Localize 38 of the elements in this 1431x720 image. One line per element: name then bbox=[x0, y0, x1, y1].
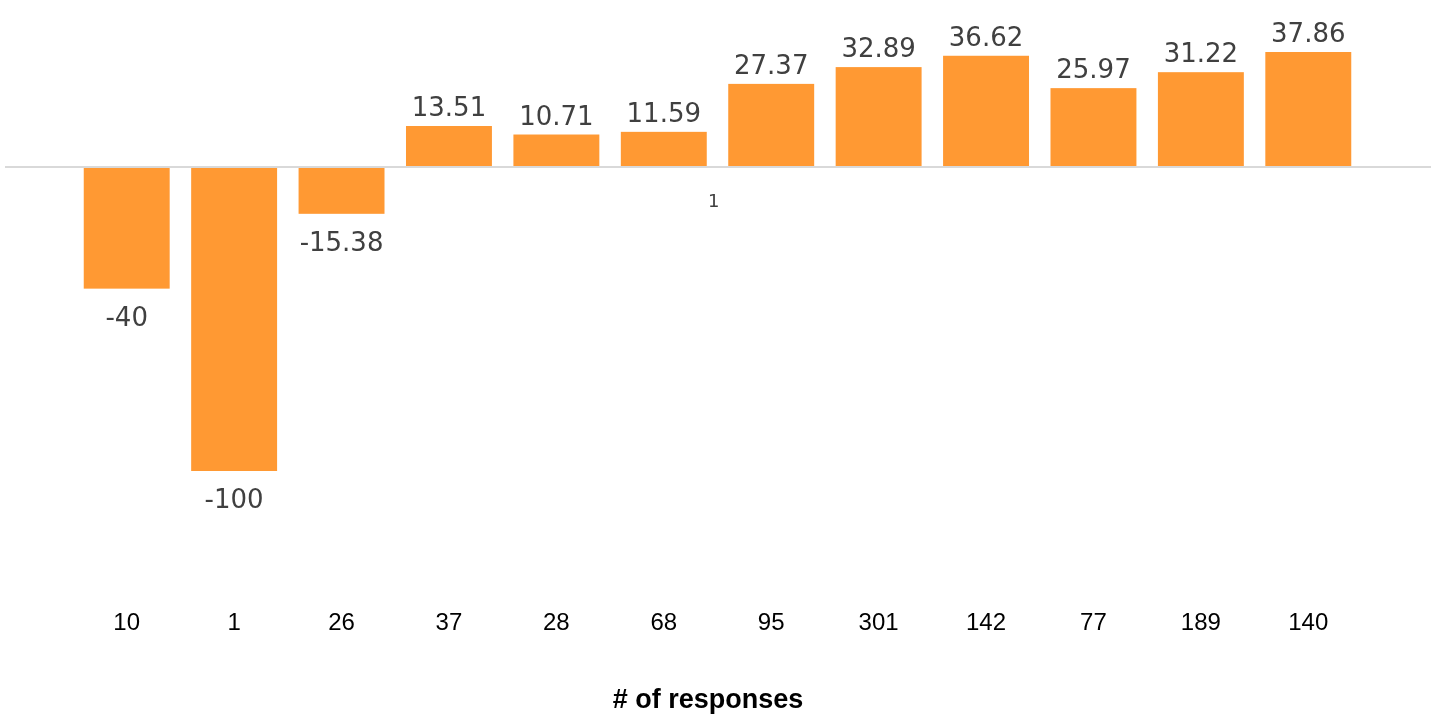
x-axis-title: # of responses bbox=[612, 684, 804, 714]
data-label: 31.22 bbox=[1163, 38, 1239, 69]
x-tick-label: 142 bbox=[966, 608, 1007, 635]
bar bbox=[191, 167, 278, 471]
bar bbox=[298, 167, 385, 214]
bar bbox=[513, 134, 600, 168]
x-tick-label: 37 bbox=[435, 608, 463, 635]
x-tick-label: 189 bbox=[1180, 608, 1221, 635]
data-label: 32.89 bbox=[841, 33, 916, 64]
data-label: 27.37 bbox=[733, 49, 809, 80]
data-label: 11.59 bbox=[626, 97, 702, 128]
data-label: 10.71 bbox=[519, 100, 594, 131]
bar bbox=[1265, 52, 1352, 168]
x-tick-label: 28 bbox=[543, 608, 570, 635]
bar bbox=[1157, 72, 1244, 168]
data-label: -100 bbox=[204, 484, 264, 514]
data-label: 37.86 bbox=[1271, 18, 1346, 48]
bar bbox=[620, 131, 707, 168]
x-tick-label: 77 bbox=[1080, 608, 1107, 635]
x-tick-label: 95 bbox=[757, 608, 785, 635]
data-label: 36.62 bbox=[948, 21, 1024, 52]
x-tick-label: 26 bbox=[328, 608, 355, 635]
bar bbox=[835, 67, 922, 168]
bar bbox=[943, 55, 1030, 168]
bar bbox=[405, 126, 492, 168]
data-label: -40 bbox=[105, 301, 148, 332]
x-tick-label: 301 bbox=[858, 608, 899, 635]
x-tick-label: 140 bbox=[1288, 608, 1329, 635]
x-tick-label: 1 bbox=[227, 608, 241, 635]
bar bbox=[1050, 88, 1137, 168]
data-label: 25.97 bbox=[1056, 54, 1131, 85]
bar bbox=[83, 167, 170, 289]
bar bbox=[728, 83, 815, 168]
x-tick-label: 68 bbox=[650, 608, 678, 635]
data-label: -15.38 bbox=[299, 226, 384, 257]
data-label: 13.51 bbox=[411, 92, 487, 123]
annotation: 1 bbox=[708, 190, 720, 211]
x-tick-label: 10 bbox=[113, 608, 141, 635]
